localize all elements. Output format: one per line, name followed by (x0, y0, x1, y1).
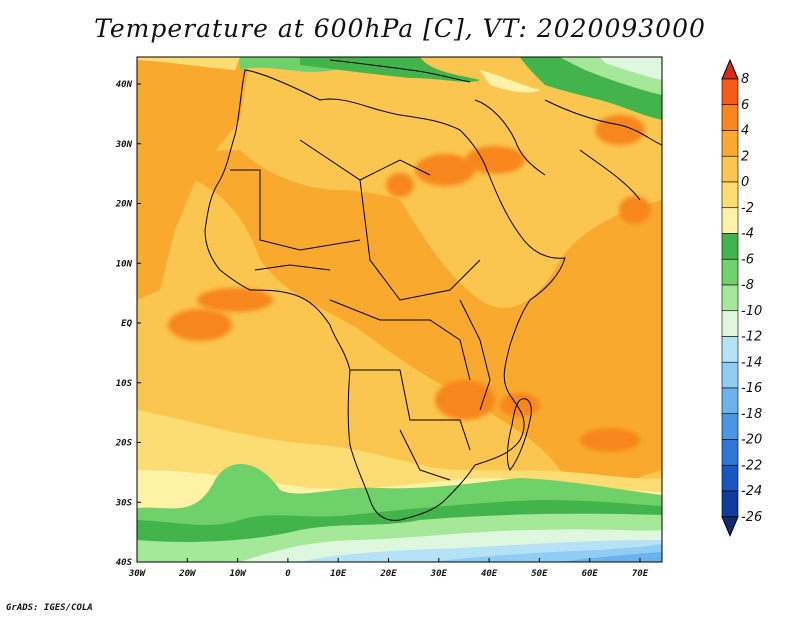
colorbar-swatch (721, 464, 739, 492)
lon-label: 40E (481, 569, 498, 579)
colorbar-label: -20 (741, 433, 762, 448)
lon-label: 50E (531, 569, 548, 579)
lon-label: 20E (379, 569, 397, 579)
colorbar-label: -18 (741, 407, 762, 422)
colorbar-swatch (721, 104, 739, 131)
colorbar-label: -14 (741, 355, 762, 370)
lon-label: 60E (582, 569, 599, 579)
lon-label: 10W (229, 569, 247, 579)
colorbar-label: -8 (741, 278, 754, 293)
colorbar-swatch (721, 155, 739, 183)
colorbar-label: -2 (741, 201, 754, 216)
colorbar-label: -16 (741, 381, 762, 396)
colorbar-label: -10 (741, 304, 762, 319)
lon-label: 10E (330, 569, 347, 579)
colorbar-label: 0 (741, 175, 749, 190)
lat-label: 20S (115, 439, 133, 449)
lat-label: 30N (115, 140, 133, 150)
lat-label: 20N (115, 200, 133, 210)
colorbar-label: 2 (741, 149, 749, 164)
colorbar-swatch (721, 130, 739, 157)
latitude-axis: 40N 30N 20N 10N EQ 10S 20S 30S 40S (115, 80, 141, 568)
colorbar-label: 6 (741, 98, 749, 113)
colorbar-swatch (721, 387, 739, 415)
colorbar-bottom-arrow (721, 516, 739, 538)
lon-label: 30E (430, 569, 448, 579)
colorbar-swatch (721, 207, 739, 234)
map-title: Temperature at 600hPa [C], VT: 202009300… (94, 14, 706, 43)
coastlines (204, 59, 662, 521)
colorbar-label: 4 (741, 124, 749, 139)
lat-label: 30S (115, 498, 133, 508)
longitude-axis: 30W 20W 10W 0 10E 20E 30E 40E 50E 60E 70E (128, 558, 649, 579)
colorbar-label: -26 (741, 510, 762, 525)
lat-label: 40S (116, 558, 133, 568)
map-frame (136, 56, 663, 563)
lon-label: 70E (632, 569, 649, 579)
temperature-field (137, 57, 662, 562)
colorbar-label: -6 (741, 252, 754, 267)
lat-label: EQ (121, 319, 132, 329)
colorbar-label: -4 (741, 227, 754, 242)
colorbar-swatch (721, 490, 739, 518)
colorbar-swatch (721, 78, 739, 106)
lon-label: 30W (128, 569, 147, 579)
colorbar-swatch (721, 284, 739, 312)
lat-label: 10N (116, 259, 133, 269)
colorbar: 8 6 4 2 0 -2 -4 -6 -8 -10 -12 -14 -16 -18 -20 -22 -24 -26 (721, 58, 762, 538)
lon-label: 20W (178, 569, 197, 579)
colorbar-swatch (721, 310, 739, 337)
colorbar-swatch (721, 361, 739, 389)
grads-credit: GrADS: IGES/COLA (6, 603, 93, 613)
colorbar-swatch (721, 439, 739, 466)
colorbar-swatch (721, 413, 739, 440)
colorbar-swatch (721, 181, 739, 209)
colorbar-label: 8 (741, 72, 749, 87)
colorbar-swatch (721, 233, 739, 260)
lat-label: 10S (116, 379, 133, 389)
colorbar-top-arrow (721, 58, 739, 80)
colorbar-swatch (721, 258, 739, 286)
colorbar-label: -24 (741, 484, 762, 499)
colorbar-label: -22 (741, 458, 762, 473)
colorbar-swatch (721, 336, 739, 363)
colorbar-label: -12 (741, 330, 762, 345)
lat-label: 40N (116, 80, 133, 90)
lon-label: 0 (285, 569, 291, 579)
